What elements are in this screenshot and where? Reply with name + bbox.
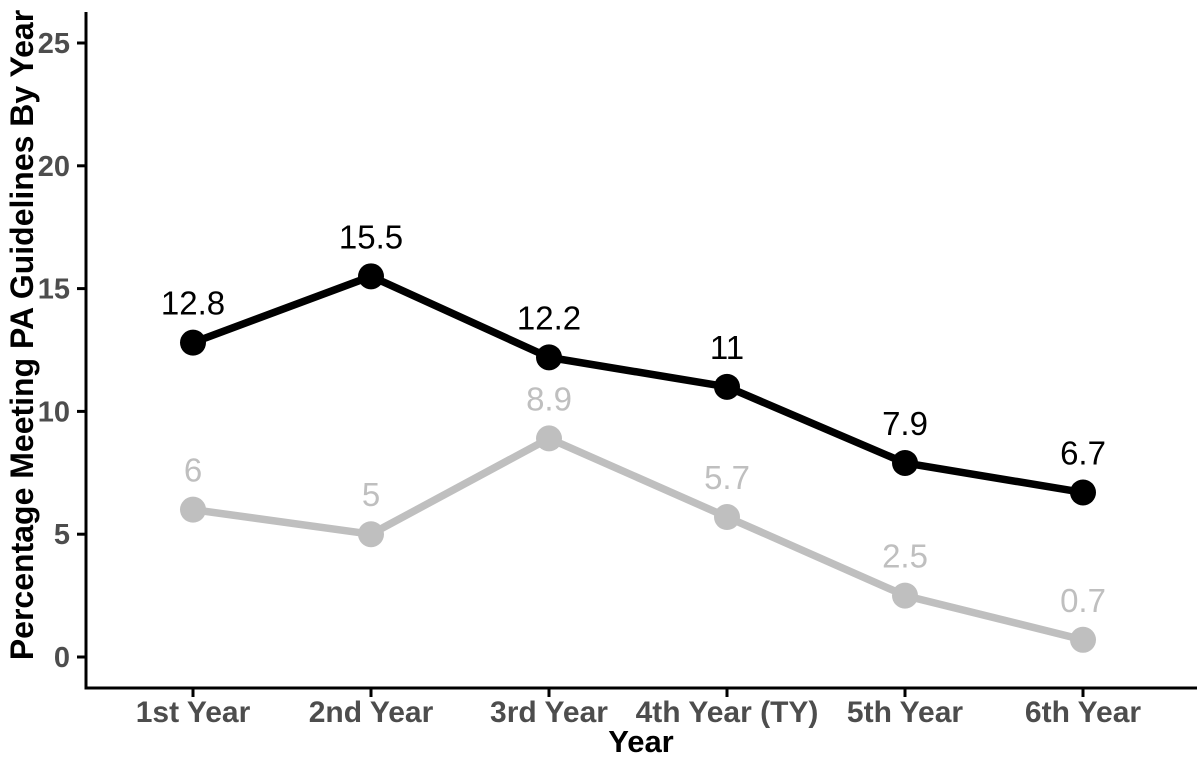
y-tick-label: 15 — [38, 274, 70, 306]
x-tick-label: 4th Year (TY) — [636, 696, 819, 729]
y-axis-title: Percentage Meeting PA Guidelines By Year — [4, 10, 40, 660]
dark-series-data-label: 11 — [710, 329, 744, 366]
dark-series-point — [714, 373, 740, 400]
x-tick-label: 6th Year — [1025, 696, 1142, 729]
dark-series-data-label: 6.7 — [1060, 434, 1106, 471]
gray-series-point — [714, 504, 740, 531]
dark-series-point — [1070, 479, 1096, 506]
gray-series-point — [358, 521, 384, 548]
gray-series-data-label: 0.7 — [1060, 582, 1106, 619]
gray-series-data-label: 5 — [362, 476, 380, 513]
dark-series-point — [180, 329, 206, 356]
gray-series-data-label: 2.5 — [882, 538, 928, 575]
dark-series-point — [536, 344, 562, 371]
dark-series-point — [892, 449, 918, 476]
gray-series-data-label: 5.7 — [704, 459, 750, 496]
dark-series-line — [189, 272, 1087, 497]
gray-series-point — [892, 582, 918, 609]
gray-series-point — [536, 425, 562, 452]
dark-series-data-label: 12.8 — [161, 285, 225, 322]
dark-series-data-label: 15.5 — [339, 218, 403, 255]
x-axis-title: Year — [608, 724, 674, 759]
x-tick-label: 5th Year — [847, 696, 964, 729]
y-tick-label: 20 — [38, 151, 70, 183]
dark-series-group: 12.8 15.5 12.2 11 7.9 6.7 — [161, 218, 1106, 506]
y-tick-label: 5 — [54, 519, 70, 551]
gray-series-group: 6 5 8.9 5.7 2.5 0.7 — [180, 380, 1106, 653]
x-tick-label: 2nd Year — [309, 696, 434, 729]
y-tick-label: 25 — [38, 28, 70, 60]
gray-series-point — [180, 496, 206, 523]
y-tick-label: 10 — [38, 396, 70, 428]
x-tick-label: 1st Year — [136, 696, 251, 729]
gray-series-point — [1070, 626, 1096, 653]
x-tick-label: 3rd Year — [490, 696, 608, 729]
y-tick-label: 0 — [54, 642, 70, 674]
gray-series-data-label: 6 — [184, 452, 202, 489]
gray-series-line — [189, 434, 1087, 644]
gray-series-data-label: 8.9 — [526, 380, 572, 417]
dark-series-data-label: 12.2 — [517, 299, 581, 336]
dark-series-point — [358, 263, 384, 290]
dark-series-data-label: 7.9 — [882, 405, 928, 442]
